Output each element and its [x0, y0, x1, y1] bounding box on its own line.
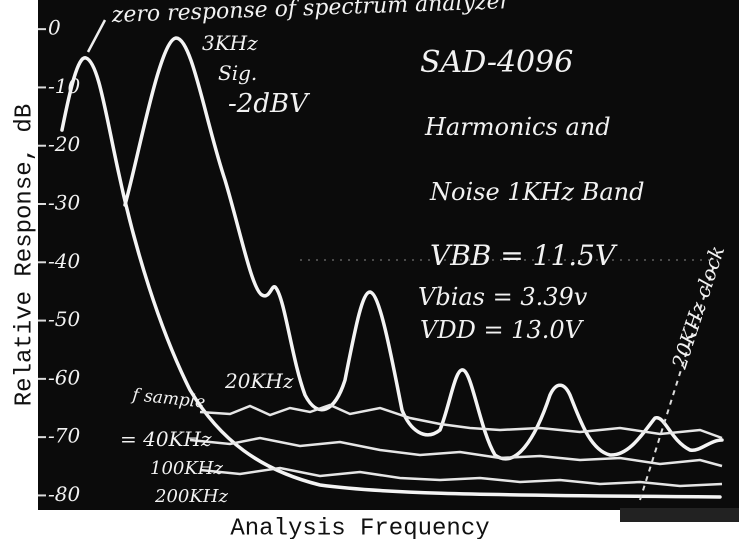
y-tick-label: -80	[48, 482, 80, 506]
x-axis-label: Analysis Frequency	[230, 515, 489, 539]
annotation: 20KHz	[224, 369, 294, 393]
annotation: Vbias = 3.39v	[418, 283, 588, 311]
y-tick-label: -40	[48, 249, 80, 273]
zero-response-trace	[60, 56, 722, 499]
annotation: Noise 1KHz Band	[429, 178, 644, 206]
noise-trace	[189, 436, 723, 468]
pointer	[86, 19, 107, 53]
y-tick-label: -60	[48, 365, 80, 389]
annotation: 3KHz	[202, 31, 258, 55]
y-tick-label: -30	[48, 191, 80, 215]
y-tick-label: -10	[48, 74, 80, 98]
screen-edge	[620, 508, 739, 522]
traces	[60, 19, 724, 501]
clock-line	[639, 261, 716, 501]
annotation: Sig.	[218, 61, 257, 85]
signal-trace	[123, 36, 724, 461]
noise-trace	[199, 466, 723, 488]
noise-trace	[199, 403, 723, 440]
y-tick-label: -70	[48, 424, 80, 448]
y-axis-label: Relative Response, dB	[11, 104, 38, 406]
annotation: 100KHz	[150, 458, 224, 479]
annotation: 200KHz	[154, 486, 229, 507]
annotation: -2dBV	[228, 89, 310, 119]
annotation: VBB = 11.5V	[430, 239, 618, 272]
annotation: VDD = 13.0V	[420, 316, 585, 344]
annotation: Harmonics and	[424, 113, 611, 141]
y-tick-label: -50	[48, 307, 80, 331]
annotation: = 40KHz	[120, 427, 212, 451]
annotation: SAD-4096	[420, 45, 573, 80]
y-tick-label: 0	[48, 16, 61, 40]
y-tick-label: -20	[48, 132, 80, 156]
